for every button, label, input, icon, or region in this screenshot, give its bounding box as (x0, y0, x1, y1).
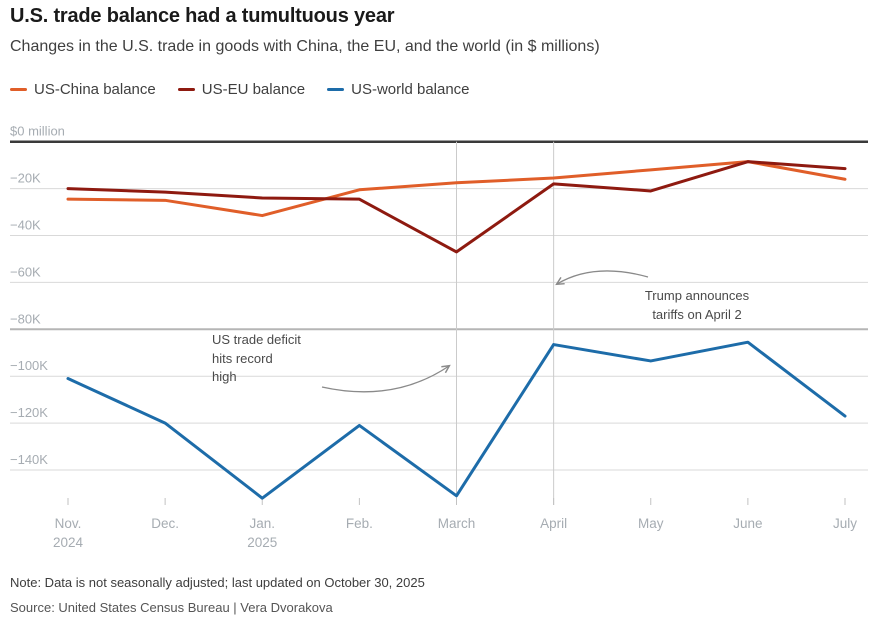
y-tick-label: −20K (10, 171, 41, 186)
y-tick-label: $0 million (10, 124, 65, 139)
series-line-0 (66, 160, 847, 218)
annotation-record-high: US trade deficit hits record high (212, 331, 301, 387)
x-tick-label: Dec. (151, 516, 179, 531)
y-tick-label: −120K (10, 405, 48, 420)
annotation-arrow-record (321, 364, 451, 393)
chart-subtitle: Changes in the U.S. trade in goods with … (10, 38, 600, 55)
annotation-tariffs-line-2: tariffs on April 2 (652, 306, 742, 322)
chart-layers: $0 million −20K −40K −60K −80K −100K −120K −140… (10, 124, 868, 550)
legend-item-us-world: US-world balance (327, 81, 470, 98)
us-eu-line-swatch-icon (177, 88, 195, 91)
x-tick-label: 2025 (247, 535, 277, 550)
x-tick-label: 2024 (53, 535, 84, 550)
x-tick-label: April (540, 516, 567, 531)
x-tick-label: Feb. (346, 516, 373, 531)
legend: US-China balance US-EU balance US-world … (10, 81, 470, 98)
legend-label-us-china: US-China balance (34, 81, 156, 98)
x-tick-label: Jan. (249, 516, 275, 531)
us-world-line-swatch-icon (327, 88, 345, 91)
x-tick-label: June (733, 516, 762, 531)
x-tick-label: July (833, 516, 857, 531)
y-tick-label: −140K (10, 452, 48, 467)
note-text: Note: Data is not seasonally adjusted; l… (10, 575, 425, 590)
legend-item-us-china: US-China balance (10, 81, 156, 98)
x-tick-label: March (438, 516, 476, 531)
annotation-arrow-tariffs (555, 270, 649, 286)
annotation-record-line-2: hits record (212, 350, 273, 366)
y-tick-label: −80K (10, 311, 41, 326)
annotation-tariffs-line-1: Trump announces (644, 288, 750, 303)
us-china-line-swatch-icon (10, 88, 27, 91)
source-text: Source: United States Census Bureau | Ve… (10, 600, 333, 615)
y-tick-label: −100K (10, 358, 48, 373)
x-tick-label: May (638, 516, 664, 531)
y-tick-label: −60K (10, 264, 41, 279)
annotation-tariffs: Trump announces tariffs on April 2 (613, 287, 781, 324)
series-line-2 (66, 340, 847, 500)
x-tick-label: Nov. (55, 516, 82, 531)
page-title: U.S. trade balance had a tumultuous year (10, 5, 395, 27)
legend-label-us-eu: US-EU balance (201, 81, 306, 98)
annotation-record-line-3: high (212, 369, 237, 384)
y-tick-label: −40K (10, 218, 41, 233)
series-line-1 (66, 160, 847, 254)
legend-item-us-eu: US-EU balance (177, 81, 306, 98)
legend-label-us-world: US-world balance (351, 81, 470, 98)
annotation-record-line-1: US trade deficit (212, 332, 301, 347)
